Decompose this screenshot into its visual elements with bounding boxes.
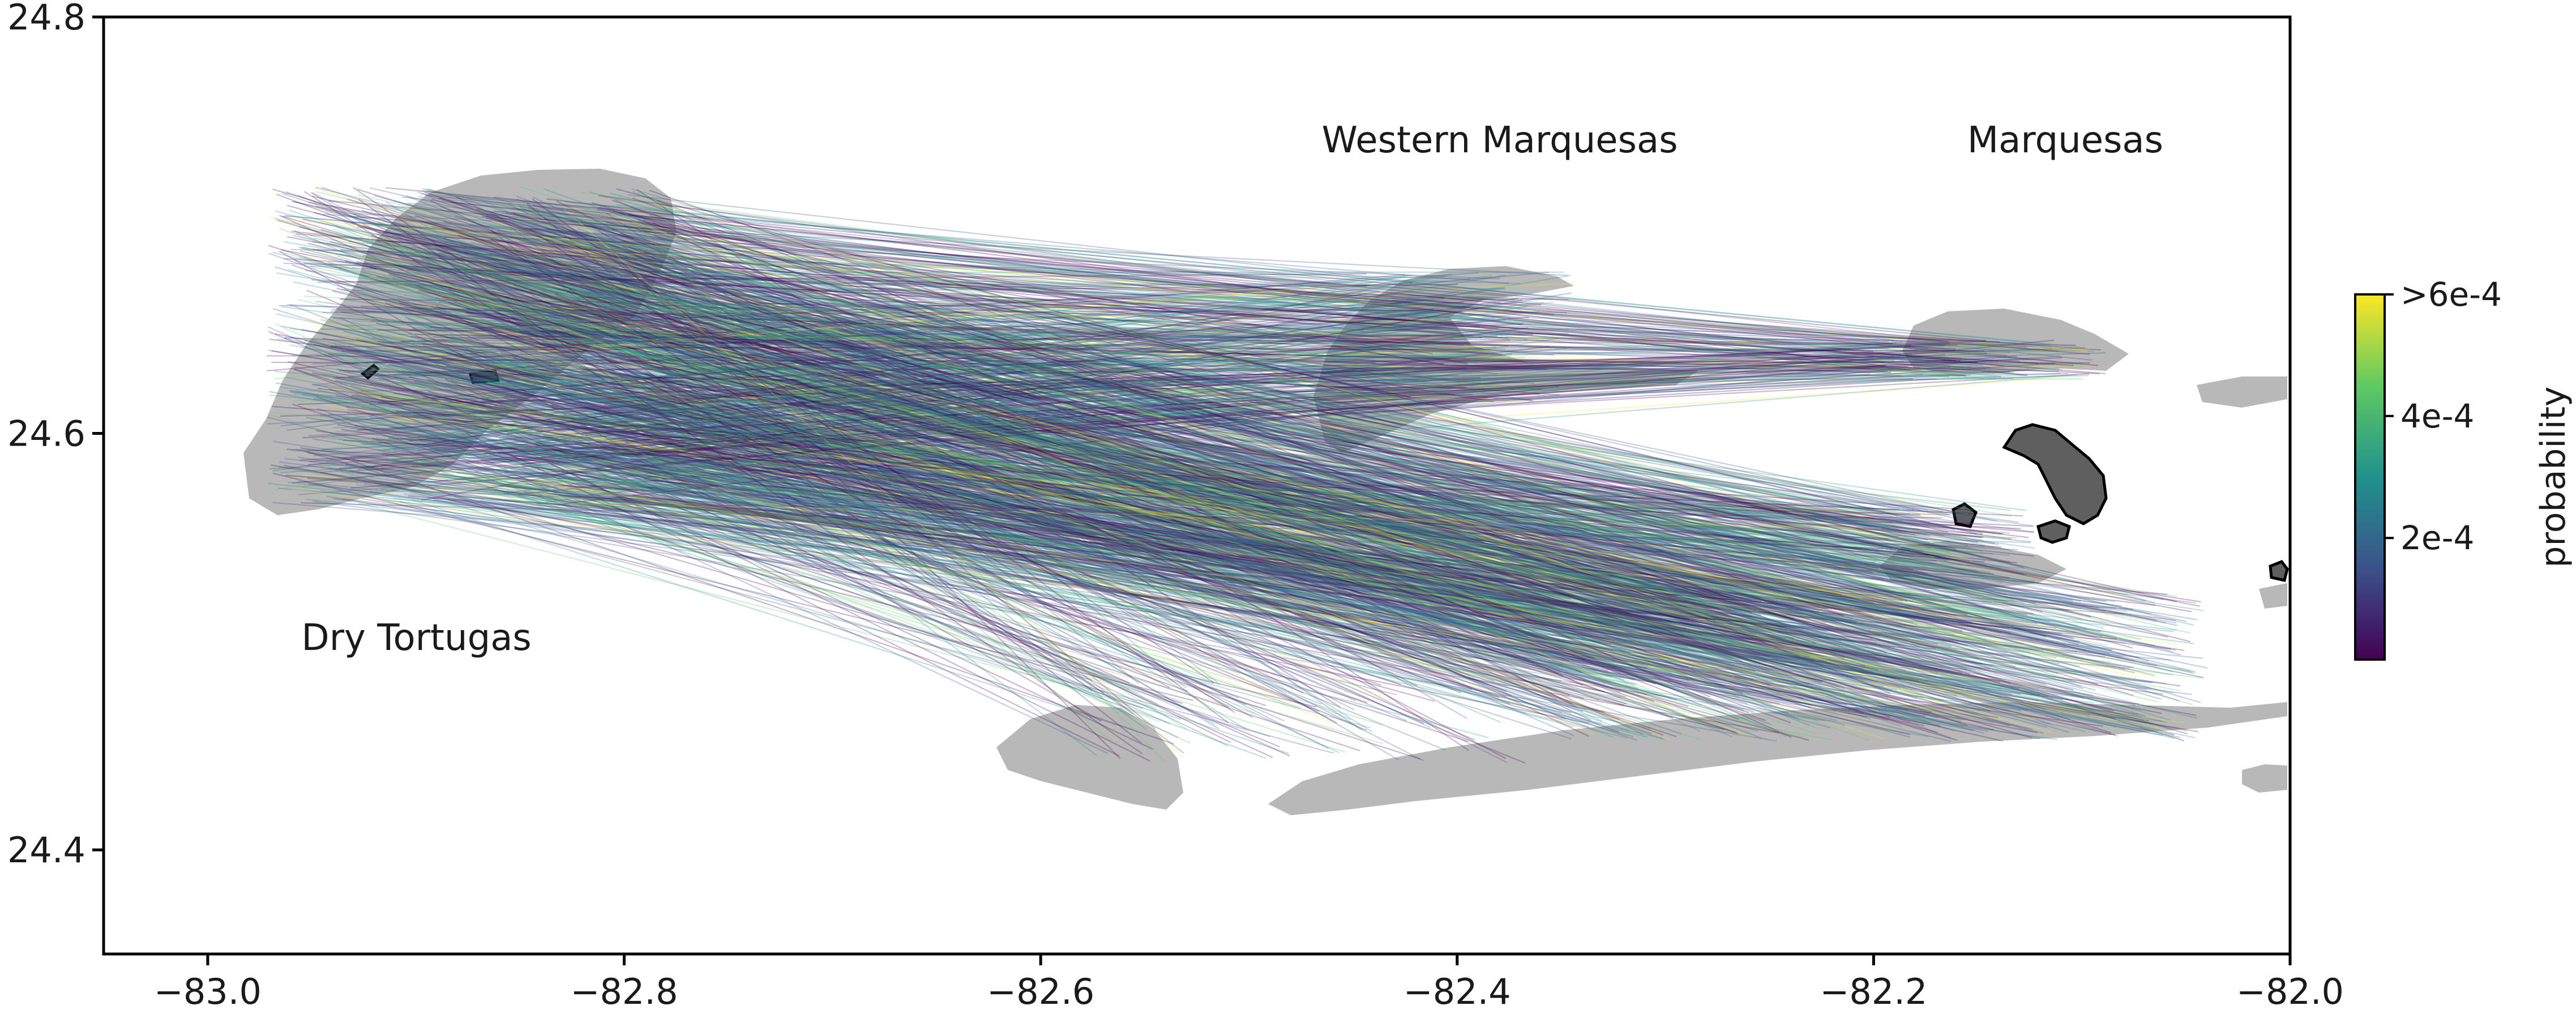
x-tick-label: −83.0 — [154, 971, 262, 1012]
x-tick-label: −82.0 — [2236, 971, 2344, 1012]
colorbar-gradient — [2355, 294, 2385, 660]
x-tick-label: −82.8 — [571, 971, 678, 1012]
x-tick-label: −82.2 — [1820, 971, 1927, 1012]
x-tick-label: −82.6 — [987, 971, 1094, 1012]
colorbar-tick-label: 4e-4 — [2400, 397, 2474, 435]
colorbar-tick-label: 2e-4 — [2400, 519, 2474, 557]
x-tick-label: −82.4 — [1403, 971, 1511, 1012]
place-label: Marquesas — [1967, 119, 2163, 161]
island-eastern-key — [2270, 562, 2287, 580]
place-label: Western Marquesas — [1322, 119, 1678, 161]
colorbar-tick-label: >6e-4 — [2400, 275, 2502, 314]
island-marquesas-south — [2038, 521, 2069, 542]
place-label: Dry Tortugas — [301, 617, 531, 659]
y-tick-label: 24.4 — [7, 829, 85, 871]
y-tick-label: 24.6 — [7, 413, 85, 455]
colorbar-title: probability — [2534, 386, 2573, 567]
y-tick-label: 24.8 — [7, 0, 85, 38]
